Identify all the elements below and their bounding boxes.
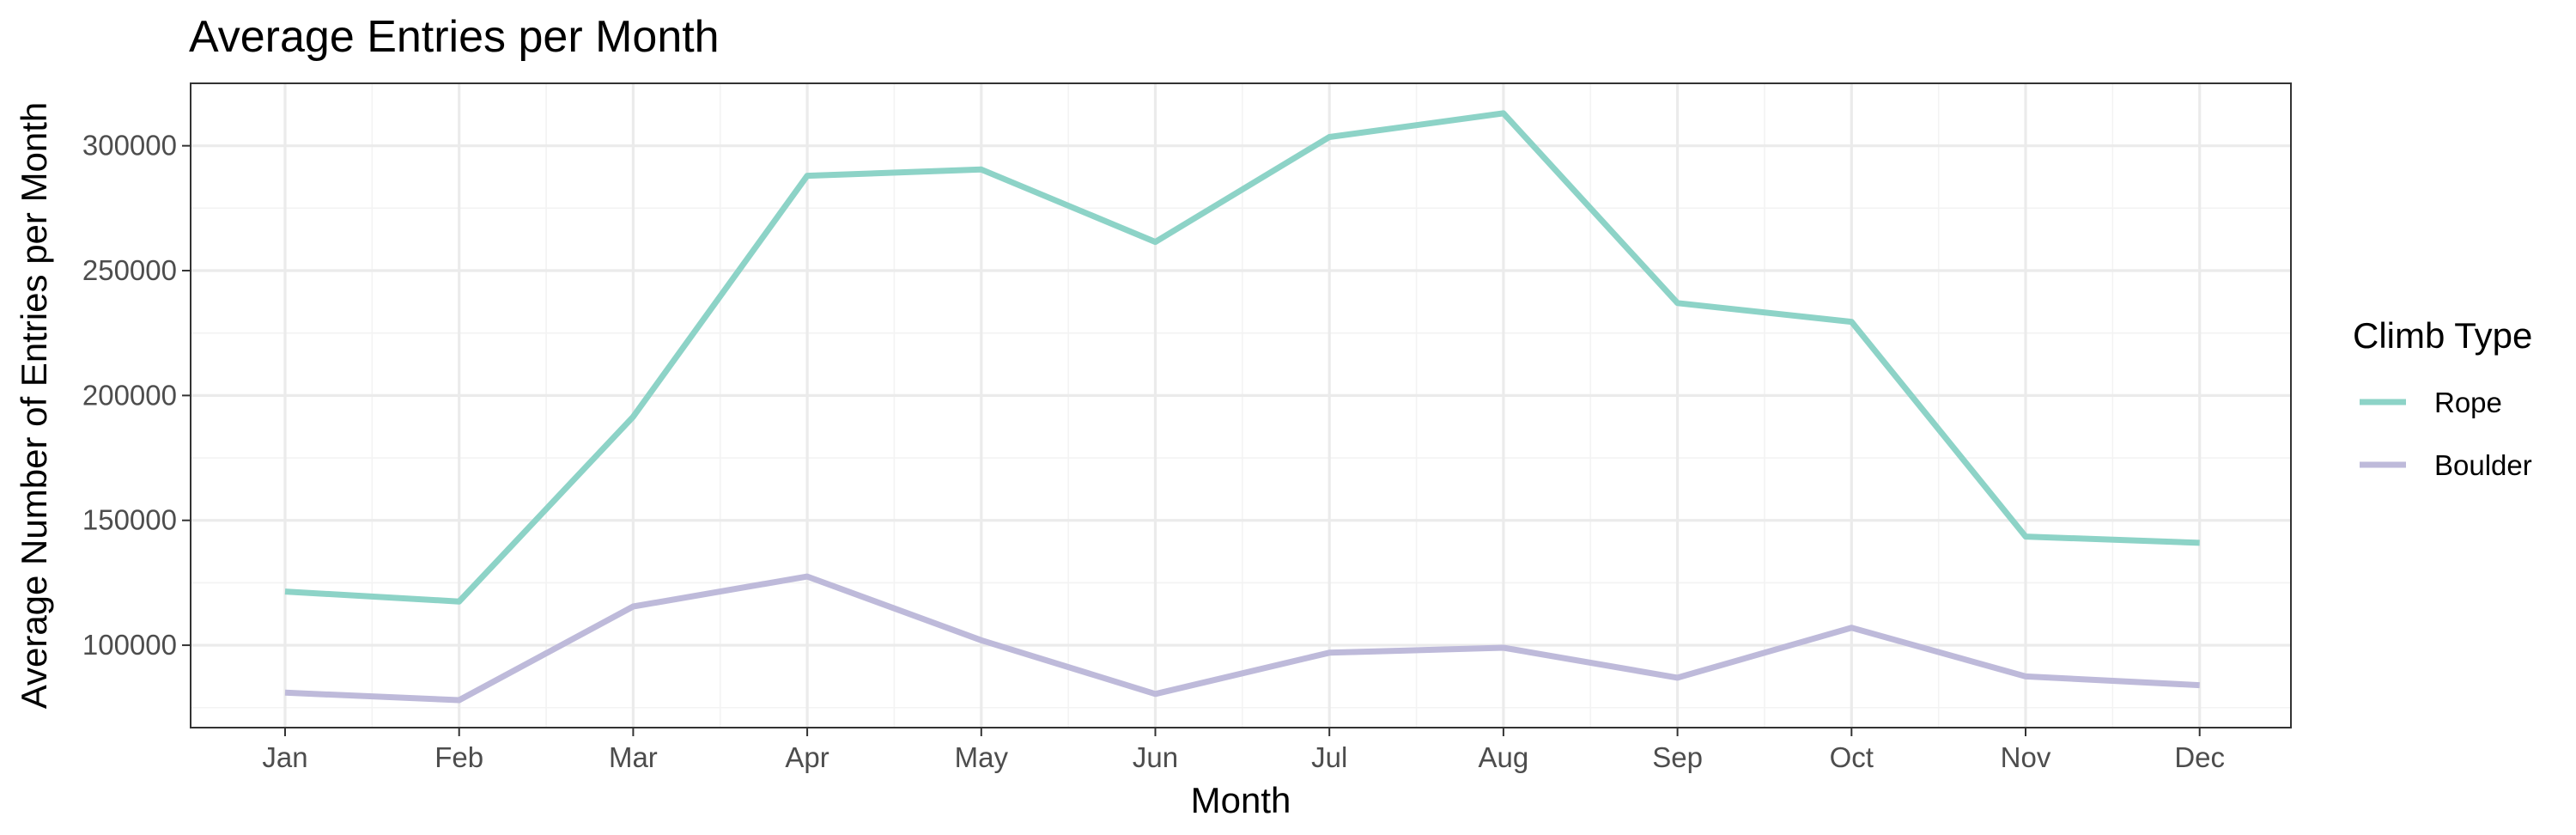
x-tick-label: Mar <box>609 741 658 773</box>
x-tick-label: Feb <box>434 741 483 773</box>
x-tick-label: Jan <box>262 741 307 773</box>
legend-label-boulder: Boulder <box>2434 449 2532 481</box>
series-lines <box>284 110 2200 704</box>
x-tick-label: Nov <box>2001 741 2051 773</box>
legend: Climb Type Rope Boulder <box>2353 315 2532 481</box>
y-tick-label: 250000 <box>82 254 177 286</box>
x-tick-label: Jul <box>1311 741 1347 773</box>
series-line-boulder <box>284 573 2200 704</box>
series-line-rope <box>284 110 2200 605</box>
y-tick-label: 300000 <box>82 130 177 162</box>
x-tick-label: Apr <box>785 741 829 773</box>
x-axis-title: Month <box>1191 780 1291 820</box>
y-axis: 100000 150000 200000 250000 300000 <box>82 130 191 661</box>
major-gridlines <box>191 83 2291 728</box>
x-tick-label: Jun <box>1133 741 1178 773</box>
y-tick-label: 100000 <box>82 629 177 661</box>
y-tick-label: 150000 <box>82 504 177 536</box>
legend-title: Climb Type <box>2353 315 2532 356</box>
legend-label-rope: Rope <box>2434 387 2502 418</box>
x-axis: Jan Feb Mar Apr May Jun Jul Aug Sep Oct Nov Dec <box>262 728 2225 773</box>
y-axis-title: Average Number of Entries per Month <box>14 102 54 710</box>
x-tick-label: Oct <box>1830 741 1874 773</box>
y-tick-label: 200000 <box>82 379 177 411</box>
minor-gridlines <box>191 83 2291 728</box>
x-tick-label: Dec <box>2174 741 2225 773</box>
plot-panel-border <box>190 82 2292 728</box>
x-tick-label: May <box>955 741 1009 773</box>
chart-title: Average Entries per Month <box>189 12 720 62</box>
x-tick-label: Sep <box>1652 741 1703 773</box>
x-tick-label: Aug <box>1479 741 1529 773</box>
